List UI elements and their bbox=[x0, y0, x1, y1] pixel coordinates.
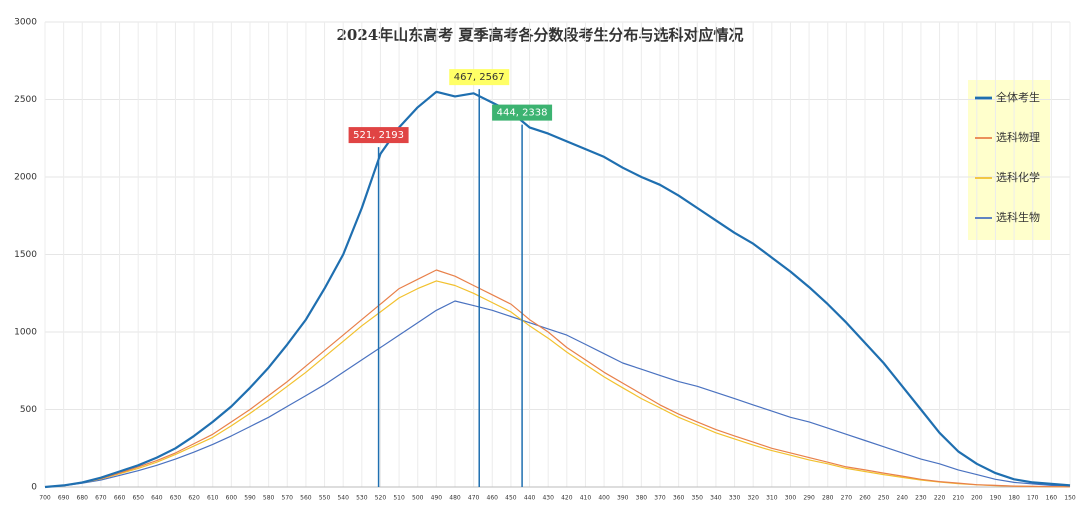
x-tick-label: 250 bbox=[878, 495, 890, 502]
x-tick-label: 500 bbox=[412, 495, 424, 502]
y-tick-label: 0 bbox=[31, 483, 37, 493]
x-tick-label: 520 bbox=[375, 495, 387, 502]
y-tick-label: 3000 bbox=[14, 18, 37, 28]
x-tick-label: 320 bbox=[747, 495, 759, 502]
annotation-box bbox=[449, 69, 510, 86]
x-tick-label: 310 bbox=[766, 495, 778, 502]
x-tick-label: 540 bbox=[337, 495, 349, 502]
legend-label: 全体考生 bbox=[996, 90, 1040, 104]
x-tick-label: 330 bbox=[729, 495, 741, 502]
annotation-box bbox=[492, 104, 553, 121]
x-tick-label: 490 bbox=[431, 495, 443, 502]
x-tick-label: 200 bbox=[971, 495, 983, 502]
x-tick-label: 410 bbox=[580, 495, 592, 502]
x-tick-label: 290 bbox=[803, 495, 815, 502]
x-tick-label: 680 bbox=[77, 495, 89, 502]
x-tick-label: 700 bbox=[39, 495, 51, 502]
x-tick-label: 210 bbox=[952, 495, 964, 502]
x-tick-label: 370 bbox=[654, 495, 666, 502]
chart-title: 2024年山东高考 夏季高考各分数段考生分布与选科对应情况 bbox=[337, 26, 744, 44]
x-tick-label: 570 bbox=[282, 495, 294, 502]
x-tick-label: 480 bbox=[449, 495, 461, 502]
x-tick-label: 690 bbox=[58, 495, 70, 502]
x-tick-label: 420 bbox=[561, 495, 573, 502]
x-tick-label: 600 bbox=[226, 495, 238, 502]
y-tick-label: 2000 bbox=[14, 173, 37, 183]
x-tick-label: 660 bbox=[114, 495, 126, 502]
x-tick-label: 150 bbox=[1064, 495, 1076, 502]
x-tick-label: 650 bbox=[132, 495, 144, 502]
x-tick-label: 400 bbox=[598, 495, 610, 502]
x-tick-label: 180 bbox=[1008, 495, 1020, 502]
series-line bbox=[44, 300, 1071, 488]
legend-label: 选科化学 bbox=[996, 170, 1040, 184]
x-tick-label: 350 bbox=[692, 495, 704, 502]
x-tick-label: 530 bbox=[356, 495, 368, 502]
annotation-label: 521, 2193 bbox=[353, 130, 404, 141]
x-tick-label: 550 bbox=[319, 495, 331, 502]
x-tick-label: 510 bbox=[393, 495, 405, 502]
series-line bbox=[44, 280, 1071, 488]
x-tick-label: 260 bbox=[859, 495, 871, 502]
x-tick-label: 630 bbox=[170, 495, 182, 502]
series-line bbox=[44, 90, 1071, 489]
y-tick-label: 1500 bbox=[14, 250, 37, 260]
x-tick-label: 300 bbox=[785, 495, 797, 502]
x-tick-label: 390 bbox=[617, 495, 629, 502]
x-tick-label: 460 bbox=[487, 495, 499, 502]
x-tick-label: 340 bbox=[710, 495, 722, 502]
y-tick-label: 1000 bbox=[14, 328, 37, 338]
legend-label: 选科物理 bbox=[996, 130, 1040, 144]
x-tick-label: 470 bbox=[468, 495, 480, 502]
x-tick-label: 590 bbox=[244, 495, 256, 502]
x-tick-label: 640 bbox=[151, 495, 163, 502]
x-tick-label: 270 bbox=[841, 495, 853, 502]
legend-label: 选科生物 bbox=[996, 210, 1040, 224]
x-tick-label: 440 bbox=[524, 495, 536, 502]
series-line bbox=[44, 269, 1071, 488]
x-tick-label: 430 bbox=[542, 495, 554, 502]
x-tick-label: 170 bbox=[1027, 495, 1039, 502]
annotation-box bbox=[348, 127, 409, 144]
x-tick-label: 450 bbox=[505, 495, 517, 502]
y-tick-label: 2500 bbox=[14, 95, 37, 105]
y-tick-label: 500 bbox=[20, 405, 37, 415]
x-tick-label: 560 bbox=[300, 495, 312, 502]
x-tick-label: 380 bbox=[636, 495, 648, 502]
x-tick-label: 670 bbox=[95, 495, 107, 502]
x-tick-label: 620 bbox=[188, 495, 200, 502]
x-tick-label: 160 bbox=[1046, 495, 1058, 502]
x-tick-label: 580 bbox=[263, 495, 275, 502]
x-tick-label: 360 bbox=[673, 495, 685, 502]
x-tick-label: 280 bbox=[822, 495, 834, 502]
x-tick-label: 240 bbox=[897, 495, 909, 502]
x-tick-label: 220 bbox=[934, 495, 946, 502]
annotation-label: 444, 2338 bbox=[497, 108, 548, 119]
x-tick-label: 230 bbox=[915, 495, 927, 502]
x-tick-label: 610 bbox=[207, 495, 219, 502]
legend-box bbox=[968, 80, 1050, 240]
annotation-label: 467, 2567 bbox=[454, 72, 505, 83]
x-tick-label: 190 bbox=[990, 495, 1002, 502]
